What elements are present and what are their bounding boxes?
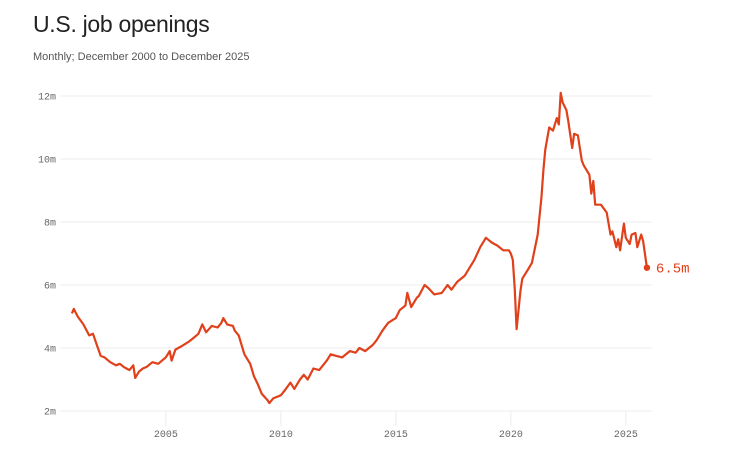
end-value-label: 6.5m bbox=[656, 262, 690, 278]
x-tick-label: 2010 bbox=[269, 430, 293, 441]
x-axis-ticks: 2005 2010 2015 2020 2025 bbox=[154, 430, 638, 441]
job-openings-line bbox=[70, 91, 648, 405]
series-layer: 6.5m bbox=[70, 91, 690, 405]
y-tick-label: 2m bbox=[44, 408, 56, 419]
chart-title: U.S. job openings bbox=[33, 11, 210, 37]
y-tick-label: 6m bbox=[44, 282, 56, 293]
y-tick-label: 8m bbox=[44, 219, 56, 230]
x-tick-label: 2025 bbox=[614, 430, 638, 441]
x-tick-label: 2005 bbox=[154, 430, 178, 441]
y-axis-ticks: 2m 4m 6m 8m 10m 12m bbox=[38, 93, 56, 419]
gridlines bbox=[60, 95, 652, 426]
y-tick-label: 4m bbox=[44, 345, 56, 356]
x-tick-label: 2020 bbox=[499, 430, 523, 441]
x-tick-label: 2015 bbox=[384, 430, 408, 441]
chart-subtitle: Monthly; December 2000 to December 2025 bbox=[33, 51, 250, 63]
y-tick-label: 10m bbox=[38, 156, 56, 167]
y-tick-label: 12m bbox=[38, 93, 56, 104]
end-point-marker bbox=[643, 264, 651, 271]
